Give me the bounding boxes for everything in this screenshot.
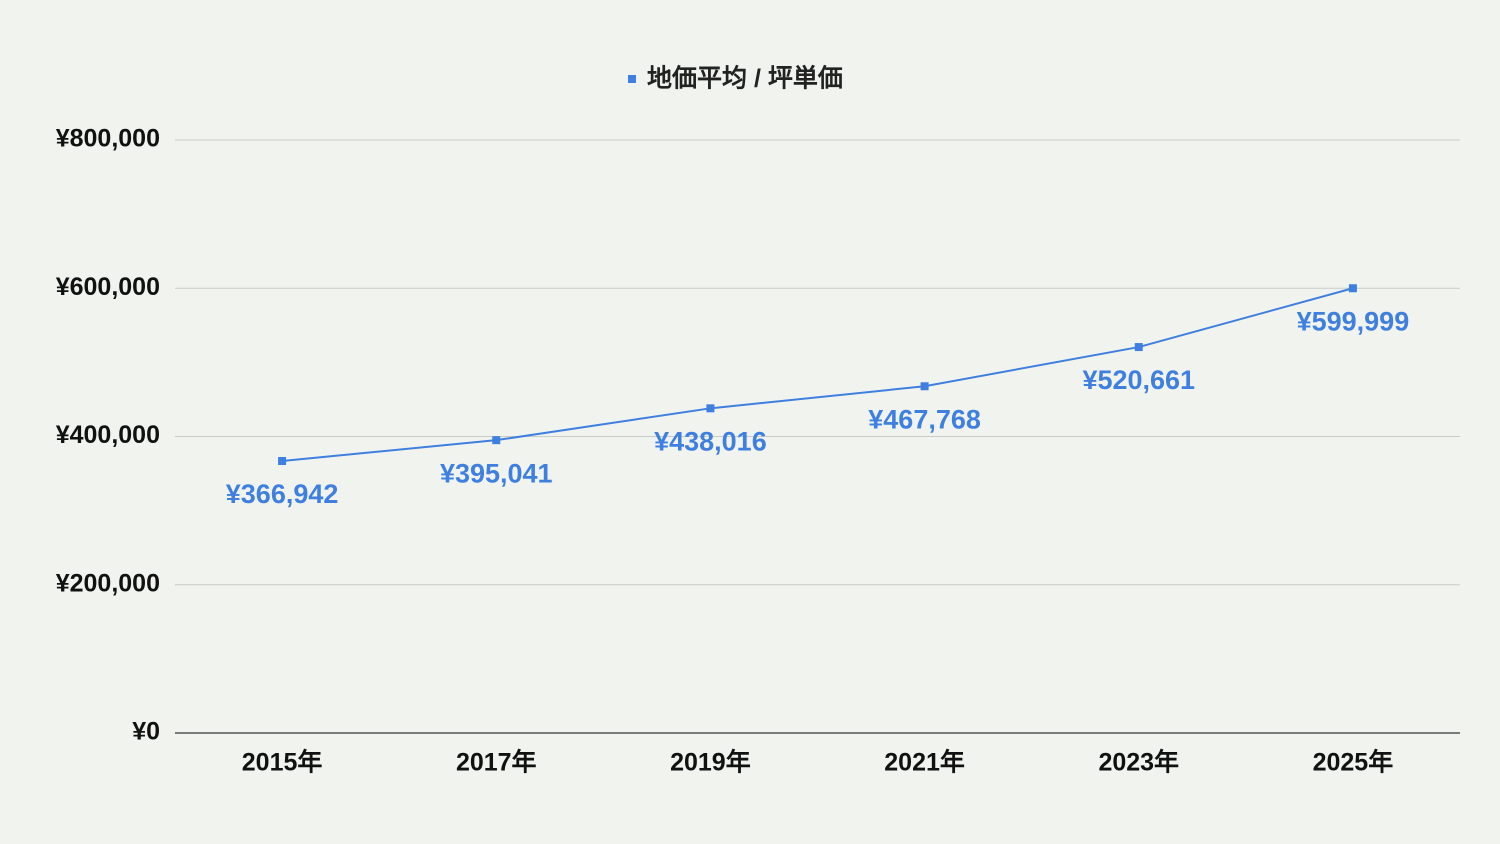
point-marker [492, 436, 501, 445]
legend-marker [628, 75, 636, 83]
y-tick-label: ¥800,000 [56, 125, 160, 153]
x-tick-label: 2019年 [670, 748, 751, 777]
x-tick-label: 2023年 [1098, 748, 1179, 777]
x-tick-label: 2017年 [456, 748, 537, 777]
point-marker [1348, 284, 1357, 293]
point-marker [1134, 343, 1143, 352]
data-label: ¥438,016 [654, 426, 767, 456]
x-tick-label: 2025年 [1313, 748, 1394, 777]
y-tick-label: ¥400,000 [56, 421, 160, 449]
point-marker [920, 382, 929, 391]
y-tick-label: ¥600,000 [56, 273, 160, 301]
data-label: ¥395,041 [440, 458, 553, 488]
data-label: ¥520,661 [1082, 365, 1195, 395]
x-tick-label: 2021年 [884, 748, 965, 777]
data-label: ¥599,999 [1297, 306, 1410, 336]
x-tick-label: 2015年 [242, 748, 323, 777]
point-marker [278, 457, 287, 466]
y-tick-label: ¥200,000 [56, 569, 160, 597]
data-label: ¥467,768 [868, 404, 981, 434]
y-tick-label: ¥0 [132, 718, 160, 746]
series-line [281, 287, 1354, 462]
legend-label: 地価平均 / 坪単価 [647, 64, 843, 93]
data-label: ¥366,942 [226, 479, 339, 509]
point-marker [706, 404, 715, 413]
